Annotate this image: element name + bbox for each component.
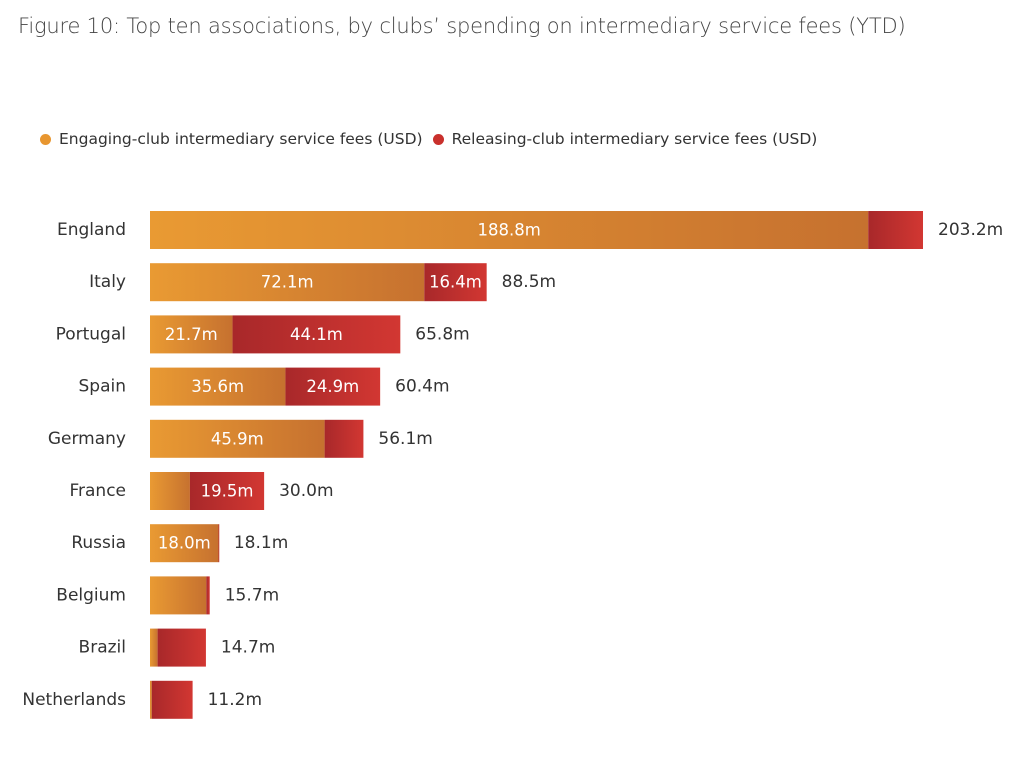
total-label-belgium: 15.7m [225, 585, 279, 605]
total-label-germany: 56.1m [378, 429, 432, 449]
bar-releasing-belgium[interactable] [206, 576, 210, 615]
data-label-engaging-germany: 45.9m [211, 429, 264, 448]
bar-releasing-brazil[interactable] [157, 628, 206, 667]
bar-releasing-italy[interactable] [424, 263, 487, 302]
category-label-brazil: Brazil [79, 638, 126, 658]
bar-engaging-brazil[interactable] [150, 628, 158, 667]
bar-engaging-netherlands[interactable] [150, 680, 152, 719]
bar-engaging-france[interactable] [150, 472, 190, 510]
legend-label-releasing: Releasing-club intermediary service fees… [451, 130, 818, 148]
bar-releasing-germany[interactable] [324, 419, 364, 458]
total-label-netherlands: 11.2m [208, 690, 262, 710]
bar-releasing-russia[interactable] [218, 524, 220, 563]
category-label-france: France [69, 481, 126, 501]
data-label-engaging-spain: 35.6m [191, 377, 244, 396]
data-label-engaging-england: 188.8m [477, 221, 540, 240]
bar-releasing-portugal[interactable] [232, 315, 401, 354]
bar-engaging-england[interactable] [150, 211, 869, 249]
total-label-italy: 88.5m [502, 272, 556, 292]
chart-title: Figure 10: Top ten associations, by club… [18, 14, 906, 38]
bar-releasing-netherlands[interactable] [151, 680, 193, 719]
total-label-spain: 60.4m [395, 377, 449, 397]
category-label-portugal: Portugal [56, 324, 126, 344]
category-label-england: England [57, 220, 126, 240]
total-label-russia: 18.1m [234, 533, 288, 553]
legend-dot-releasing-icon [432, 133, 444, 145]
legend-item-releasing[interactable]: Releasing-club intermediary service fees… [432, 130, 818, 148]
total-label-france: 30.0m [279, 481, 333, 501]
bar-releasing-spain[interactable] [285, 367, 381, 406]
category-label-spain: Spain [79, 377, 127, 397]
data-label-engaging-portugal: 21.7m [165, 325, 218, 344]
bar-engaging-italy[interactable] [150, 263, 425, 302]
bar-releasing-france[interactable] [189, 472, 265, 510]
category-label-netherlands: Netherlands [22, 690, 126, 710]
data-label-engaging-russia: 18.0m [158, 534, 211, 553]
legend-label-engaging: Engaging-club intermediary service fees … [59, 130, 423, 148]
data-label-releasing-spain: 24.9m [306, 377, 359, 396]
chart-legend: Engaging-club intermediary service fees … [40, 130, 827, 148]
total-label-brazil: 14.7m [221, 638, 275, 658]
bar-engaging-spain[interactable] [150, 367, 286, 406]
bar-engaging-belgium[interactable] [150, 576, 207, 615]
category-label-belgium: Belgium [56, 585, 126, 605]
total-label-portugal: 65.8m [415, 324, 469, 344]
bar-engaging-portugal[interactable] [150, 315, 233, 354]
data-label-releasing-france: 19.5m [201, 482, 254, 501]
legend-item-engaging[interactable]: Engaging-club intermediary service fees … [40, 130, 423, 148]
bar-engaging-russia[interactable] [150, 524, 219, 563]
bar-releasing-england[interactable] [868, 211, 923, 249]
bar-engaging-germany[interactable] [150, 419, 325, 458]
data-label-releasing-italy: 16.4m [429, 273, 482, 292]
category-label-russia: Russia [71, 533, 126, 553]
data-label-engaging-italy: 72.1m [261, 273, 314, 292]
data-label-releasing-portugal: 44.1m [290, 325, 343, 344]
category-label-italy: Italy [89, 272, 126, 292]
category-label-germany: Germany [48, 429, 126, 449]
total-label-england: 203.2m [938, 220, 1003, 240]
legend-dot-engaging-icon [40, 133, 51, 145]
